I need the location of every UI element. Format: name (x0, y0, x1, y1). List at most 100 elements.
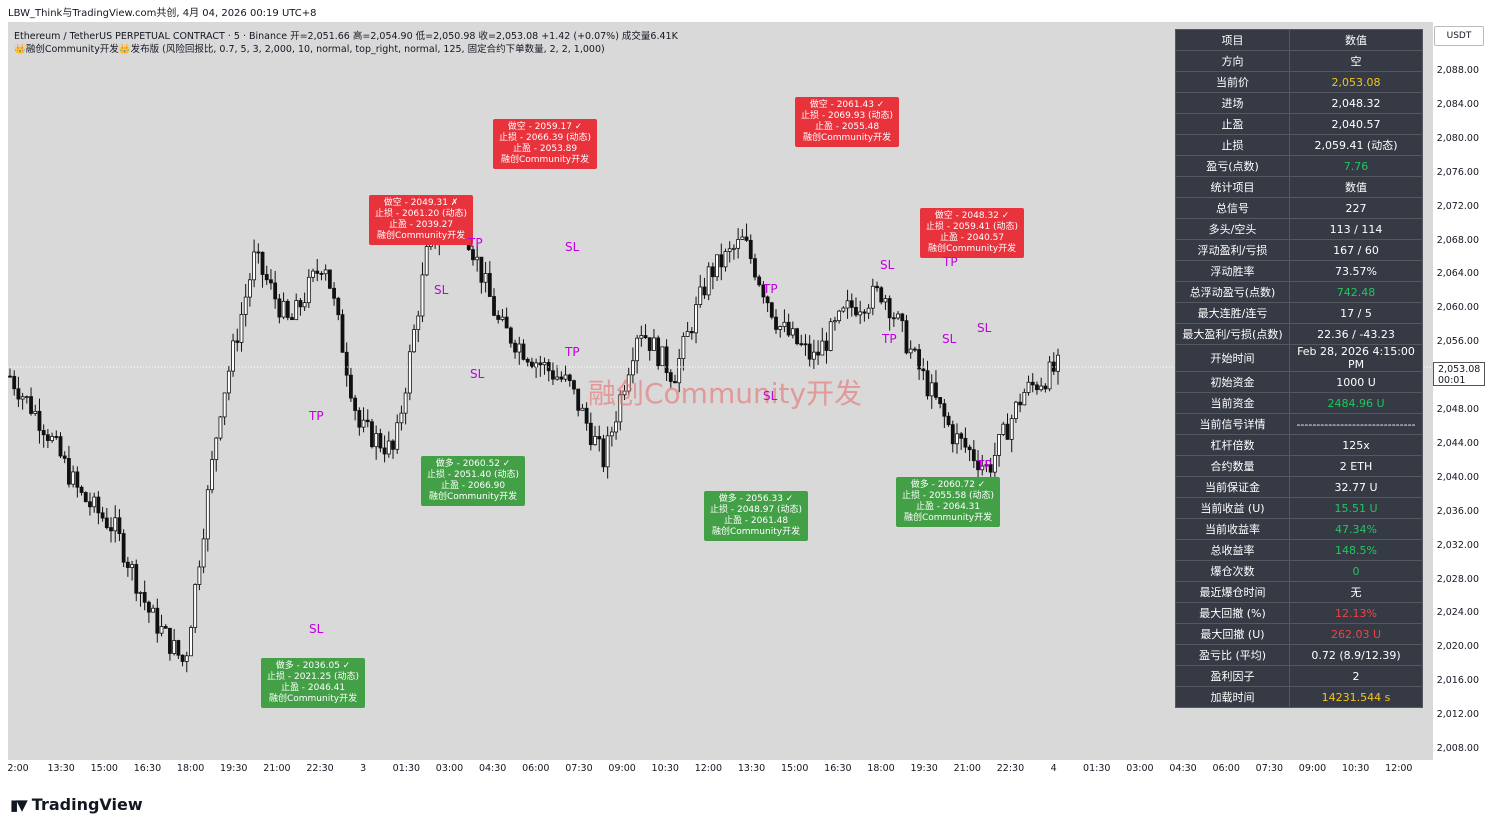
currency-button[interactable]: USDT (1434, 26, 1484, 46)
x-tick-label: 09:00 (1298, 763, 1327, 774)
candle-body (75, 471, 80, 488)
candle-body (142, 592, 147, 603)
stats-row: 总信号 227 (1175, 197, 1423, 219)
candle-body (16, 388, 21, 400)
short-signal-label[interactable]: 做空 - 2059.17 ✓ 止损 - 2066.39 (动态) 止盈 - 2053… (493, 119, 598, 169)
stats-value: 227 (1289, 197, 1423, 219)
candle-body (824, 340, 829, 351)
stats-value: 262.03 U (1289, 623, 1423, 645)
candle-body (29, 396, 33, 414)
candle-body (875, 285, 879, 289)
stop-loss-marker: SL (434, 283, 449, 297)
candle-body (668, 372, 673, 382)
symbol-legend[interactable]: Ethereum / TetherUS PERPETUAL CONTRACT ·… (14, 31, 678, 42)
stats-value: 113 / 114 (1289, 218, 1423, 240)
stats-row: 盈亏比 (平均) 0.72 (8.9/12.39) (1175, 644, 1423, 666)
short-signal-label[interactable]: 做空 - 2048.32 ✓ 止损 - 2059.41 (动态) 止盈 - 2040… (920, 208, 1025, 258)
candle-body (639, 335, 644, 339)
signal-label-line: 做多 - 2060.72 ✓ (910, 480, 986, 490)
stats-row: 最大回撤 (%) 12.13% (1175, 602, 1423, 624)
candle-body (201, 538, 206, 568)
candle-body (172, 640, 177, 654)
y-tick-label: 2,080.00 (1436, 132, 1479, 144)
signal-label-line: 做多 - 2036.05 ✓ (275, 661, 351, 671)
stats-key: 最近爆仓时间 (1175, 581, 1290, 603)
candle-body (479, 256, 484, 283)
short-signal-label[interactable]: 做空 - 2049.31 ✗ 止损 - 2061.20 (动态) 止盈 - 2039… (369, 195, 474, 245)
candle-body (109, 527, 113, 532)
x-tick-label: 04:30 (1169, 763, 1197, 774)
candle-body (1022, 392, 1027, 406)
candle-body (361, 419, 366, 428)
stop-loss-marker: SL (977, 321, 992, 335)
candle-body (757, 276, 762, 286)
stop-loss-marker: SL (763, 389, 778, 403)
y-tick-label: 2,012.00 (1436, 709, 1479, 721)
long-signal-label[interactable]: 做多 - 2056.33 ✓ 止损 - 2048.97 (动态) 止盈 - 2061… (704, 491, 809, 541)
stats-value: 742.48 (1289, 281, 1423, 303)
stats-key: 浮动盈利/亏损 (1175, 239, 1290, 261)
candle-body (912, 348, 917, 351)
candle-body (8, 375, 12, 378)
tradingview-brand[interactable]: ▮▼ TradingView (10, 795, 143, 814)
candle-body (555, 376, 560, 380)
stats-key: 当前信号详情 (1175, 413, 1290, 435)
stats-value: 167 / 60 (1289, 239, 1423, 261)
candle-body (79, 486, 84, 493)
candle-body (900, 313, 905, 322)
long-signal-label[interactable]: 做多 - 2036.05 ✓ 止损 - 2021.25 (动态) 止盈 - 2046… (261, 658, 366, 708)
long-signal-label[interactable]: 做多 - 2060.52 ✓ 止损 - 2051.40 (动态) 止盈 - 2066… (421, 456, 526, 506)
candle-body (235, 340, 240, 343)
candle-body (765, 296, 770, 304)
candle-body (1005, 423, 1010, 440)
candle-body (214, 437, 219, 461)
stats-key: 最大回撤 (%) (1175, 602, 1290, 624)
candle-body (572, 380, 576, 390)
candle-body (963, 437, 968, 448)
candle-body (353, 397, 358, 411)
candle-body (891, 317, 896, 320)
candle-body (88, 501, 92, 508)
price-axis[interactable]: 2,088.00 2,084.00 2,080.00 2,076.00 2,072.00… (1433, 22, 1485, 760)
candle-body (290, 317, 294, 321)
candle-body (496, 314, 501, 320)
candle-body (256, 251, 261, 254)
candle-body (601, 438, 606, 468)
candle-body (83, 492, 88, 503)
candle-body (934, 382, 938, 398)
stats-row: 止损 2,059.41 (动态) (1175, 134, 1423, 156)
candle-body (62, 455, 67, 459)
candle-body (332, 287, 336, 299)
x-tick-label: 06:00 (1212, 763, 1240, 774)
candle-body (218, 416, 223, 439)
candle-body (100, 512, 105, 519)
short-signal-label[interactable]: 做空 - 2061.43 ✓ 止损 - 2069.93 (动态) 止盈 - 2055… (795, 97, 900, 147)
tradingview-logo-icon: ▮▼ (10, 795, 28, 814)
candle-body (576, 388, 581, 411)
time-axis[interactable]: 2:00 13:30 15:00 16:30 18:00 19:30 21:00 22:30 3… (7, 760, 1485, 780)
candle-body (58, 436, 63, 457)
candle-body (508, 327, 513, 344)
last-price: 2,053.08 (1438, 364, 1481, 375)
candle-body (378, 433, 383, 449)
candle-body (673, 381, 677, 384)
candle-body (243, 296, 248, 315)
candle-body (113, 517, 118, 532)
indicator-legend[interactable]: 👑融创Community开发👑发布版 (风险回报比, 0.7, 5, 3, 2,… (14, 44, 605, 55)
candle-body (54, 436, 59, 438)
candle-body (386, 440, 391, 455)
candle-body (799, 343, 804, 346)
candle-body (622, 390, 627, 396)
stats-row: 多头/空头 113 / 114 (1175, 218, 1423, 240)
candle-body (1014, 401, 1018, 420)
stats-key: 盈亏比 (平均) (1175, 644, 1290, 666)
candle-body (1035, 384, 1039, 391)
signal-label-line: 止盈 - 2064.31 (915, 502, 981, 512)
candle-body (732, 247, 736, 250)
candle-body (1043, 385, 1048, 390)
candle-body (407, 351, 412, 394)
candle-body (500, 316, 505, 320)
stats-key: 进场 (1175, 92, 1290, 114)
stop-loss-marker: SL (880, 258, 895, 272)
long-signal-label[interactable]: 做多 - 2060.72 ✓ 止损 - 2055.58 (动态) 止盈 - 2064… (896, 477, 1001, 527)
